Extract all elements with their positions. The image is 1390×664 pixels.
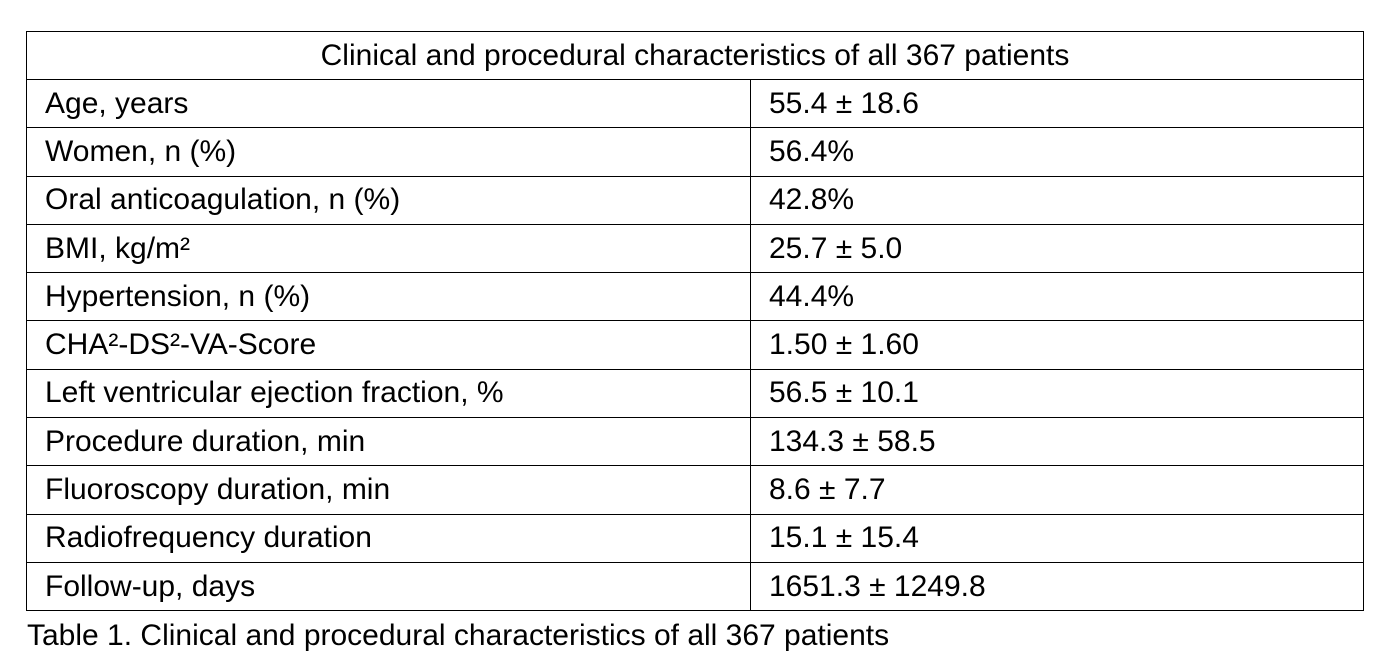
row-value: 56.4% — [749, 127, 1365, 177]
row-value: 25.7 ± 5.0 — [749, 223, 1365, 274]
row-value: 42.8% — [749, 175, 1365, 225]
row-value: 8.6 ± 7.7 — [749, 465, 1365, 515]
table-row: BMI, kg/m² 25.7 ± 5.0 — [26, 223, 1365, 274]
row-label: Follow-up, days — [26, 561, 751, 612]
row-value: 134.3 ± 58.5 — [749, 417, 1365, 467]
table-row: Radiofrequency duration 15.1 ± 15.4 — [26, 513, 1365, 563]
row-label: Hypertension, n (%) — [26, 272, 751, 322]
row-value: 1651.3 ± 1249.8 — [749, 561, 1365, 612]
row-label: Radiofrequency duration — [26, 513, 751, 563]
table-row: Hypertension, n (%) 44.4% — [26, 272, 1365, 322]
row-label: Oral anticoagulation, n (%) — [26, 175, 751, 225]
characteristics-table: Clinical and procedural characteristics … — [25, 31, 1365, 612]
table-caption: Table 1. Clinical and procedural charact… — [27, 619, 890, 652]
row-label: Fluoroscopy duration, min — [26, 465, 751, 515]
row-value: 15.1 ± 15.4 — [749, 513, 1365, 563]
table-row: Follow-up, days 1651.3 ± 1249.8 — [26, 561, 1365, 612]
row-label: BMI, kg/m² — [26, 223, 751, 274]
table-row: Age, years 55.4 ± 18.6 — [26, 78, 1365, 129]
table-row: Women, n (%) 56.4% — [26, 127, 1365, 177]
row-label: Age, years — [26, 78, 751, 129]
row-label: Women, n (%) — [26, 127, 751, 177]
row-value: 44.4% — [749, 272, 1365, 322]
table-row: CHA²-DS²-VA-Score 1.50 ± 1.60 — [26, 320, 1365, 370]
row-value: 56.5 ± 10.1 — [749, 368, 1365, 419]
row-label: Left ventricular ejection fraction, % — [26, 368, 751, 419]
table-row: Procedure duration, min 134.3 ± 58.5 — [26, 417, 1365, 467]
table-row: Left ventricular ejection fraction, % 56… — [26, 368, 1365, 419]
row-value: 1.50 ± 1.60 — [749, 320, 1365, 370]
row-label: Procedure duration, min — [26, 417, 751, 467]
row-label: CHA²-DS²-VA-Score — [26, 320, 751, 370]
table-title-row: Clinical and procedural characteristics … — [25, 31, 1365, 80]
table-row: Oral anticoagulation, n (%) 42.8% — [26, 175, 1365, 225]
row-value: 55.4 ± 18.6 — [749, 78, 1365, 129]
table-title: Clinical and procedural characteristics … — [25, 31, 1365, 80]
table-row: Fluoroscopy duration, min 8.6 ± 7.7 — [26, 465, 1365, 515]
